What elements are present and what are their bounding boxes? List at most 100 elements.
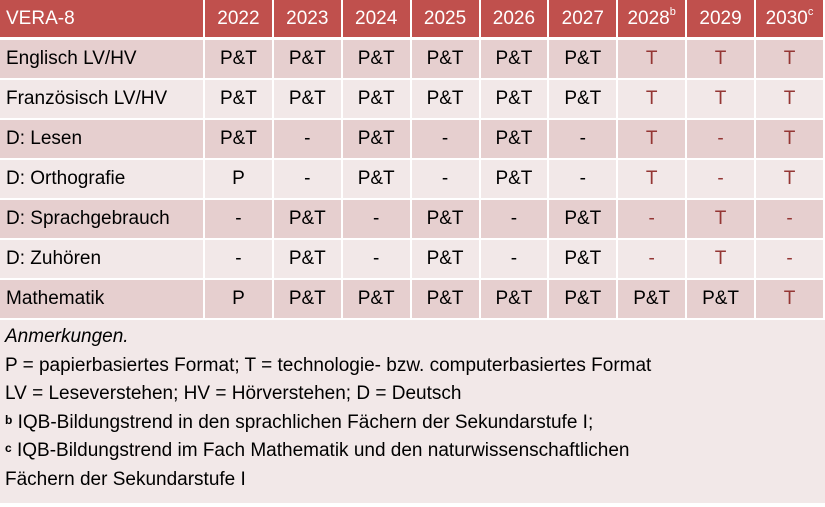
table-cell: P&T xyxy=(411,80,481,120)
table-cell: P&T xyxy=(342,280,412,320)
table-cell: P&T xyxy=(273,280,343,320)
table-row: Französisch LV/HV P&T P&T P&T P&T P&T P&T T T T xyxy=(0,80,825,120)
table-cell: P&T xyxy=(342,120,412,160)
table-cell: P xyxy=(205,160,274,200)
year-label: 2024 xyxy=(355,7,398,29)
year-label: 2027 xyxy=(561,7,604,29)
table-cell: - xyxy=(480,200,550,240)
table-cell: - xyxy=(480,240,550,280)
year-label: 2022 xyxy=(217,7,260,29)
table-cell: T xyxy=(756,80,825,120)
year-header-2023: 2023 xyxy=(273,0,343,40)
table-cell: - xyxy=(618,200,688,240)
year-header-2024: 2024 xyxy=(342,0,412,40)
table-cell: P&T xyxy=(549,200,619,240)
table-cell: P&T xyxy=(411,240,481,280)
row-label: D: Lesen xyxy=(0,120,205,160)
footnote-marker: c xyxy=(807,5,814,18)
table-cell: P&T xyxy=(205,40,274,80)
table-cell: - xyxy=(273,160,343,200)
notes-footnote-c: c IQB-Bildungstrend im Fach Mathematik u… xyxy=(5,437,820,466)
table-cell: T xyxy=(618,40,688,80)
table-cell: P&T xyxy=(549,240,619,280)
row-label: Französisch LV/HV xyxy=(0,80,205,120)
year-header-2030: 2030c xyxy=(756,0,825,40)
row-label: D: Zuhören xyxy=(0,240,205,280)
table-cell: - xyxy=(411,160,481,200)
table-cell: T xyxy=(756,280,825,320)
table-row: D: Zuhören - P&T - P&T - P&T - T - xyxy=(0,240,825,280)
table-cell: T xyxy=(687,200,756,240)
table-cell: P xyxy=(205,280,274,320)
table-cell: P&T xyxy=(480,160,550,200)
year-header-2025: 2025 xyxy=(411,0,481,40)
table-cell: P&T xyxy=(687,280,756,320)
table-row: Englisch LV/HV P&T P&T P&T P&T P&T P&T T T T xyxy=(0,40,825,80)
table-cell: T xyxy=(687,240,756,280)
table-cell: P&T xyxy=(273,200,343,240)
table-cell: T xyxy=(618,160,688,200)
table-cell: T xyxy=(756,120,825,160)
table-cell: - xyxy=(342,200,412,240)
notes-line-abbrev: LV = Leseverstehen; HV = Hörverstehen; D… xyxy=(5,383,462,404)
notes-footnote-b: b IQB-Bildungstrend in den sprachlichen … xyxy=(5,409,820,438)
table-cell: P&T xyxy=(411,40,481,80)
year-label: 2025 xyxy=(423,7,467,29)
vera8-schedule-table: VERA-8 2022 2023 2024 2025 2026 2027 2028b 2029… xyxy=(0,0,825,320)
year-header-2026: 2026 xyxy=(480,0,550,40)
table-cell: P&T xyxy=(480,40,550,80)
year-header-2029: 2029 xyxy=(687,0,756,40)
table-cell: P&T xyxy=(273,240,343,280)
notes-footnote-c-cont: Fächern der Sekundarstufe I xyxy=(5,468,246,490)
year-label: 2028 xyxy=(627,7,670,29)
table-row: Mathematik P P&T P&T P&T P&T P&T P&T P&T T xyxy=(0,280,825,320)
table-cell: - xyxy=(273,120,343,160)
footnote-c-text: IQB-Bildungstrend im Fach Mathematik und… xyxy=(11,440,630,461)
table-cell: P&T xyxy=(205,80,274,120)
row-label: D: Orthografie xyxy=(0,160,205,200)
footnote-mark-c: c xyxy=(5,441,12,455)
table-cell: - xyxy=(549,160,619,200)
table-cell: - xyxy=(342,240,412,280)
table-cell: P&T xyxy=(480,280,550,320)
notes-title: Anmerkungen. xyxy=(5,326,129,347)
table-cell: - xyxy=(687,160,756,200)
year-label: 2030 xyxy=(765,7,808,29)
table-cell: P&T xyxy=(549,40,619,80)
table-cell: P&T xyxy=(618,280,688,320)
table-row: D: Orthografie P - P&T - P&T - T - T xyxy=(0,160,825,200)
notes-section: Anmerkungen. P = papierbasiertes Format;… xyxy=(0,320,825,503)
table-cell: T xyxy=(687,40,756,80)
table-cell: T xyxy=(756,160,825,200)
table-cell: P&T xyxy=(342,160,412,200)
table-cell: - xyxy=(411,120,481,160)
year-label: 2029 xyxy=(699,7,742,29)
notes-line-format: P = papierbasiertes Format; T = technolo… xyxy=(5,354,652,376)
table-cell: T xyxy=(618,120,688,160)
row-label: Englisch LV/HV xyxy=(0,40,205,80)
table-cell: - xyxy=(205,240,274,280)
footnote-marker: b xyxy=(669,5,676,18)
table-cell: - xyxy=(756,240,825,280)
table-cell: P&T xyxy=(549,80,619,120)
table-cell: P&T xyxy=(480,80,550,120)
table-cell: - xyxy=(549,120,619,160)
table-row: D: Sprachgebrauch - P&T - P&T - P&T - T - xyxy=(0,200,825,240)
table-cell: P&T xyxy=(411,280,481,320)
table-cell: - xyxy=(687,120,756,160)
row-label: Mathematik xyxy=(0,280,205,320)
table-cell: - xyxy=(205,200,274,240)
table-cell: P&T xyxy=(342,40,412,80)
table-cell: P&T xyxy=(411,200,481,240)
footnote-mark-b: b xyxy=(5,412,13,427)
table-cell: P&T xyxy=(205,120,274,160)
table-cell: P&T xyxy=(480,120,550,160)
year-header-2028: 2028b xyxy=(618,0,688,40)
year-header-2022: 2022 xyxy=(205,0,274,40)
corner-header: VERA-8 xyxy=(0,0,205,40)
table-cell: - xyxy=(756,200,825,240)
table-cell: T xyxy=(618,80,688,120)
table-cell: T xyxy=(687,80,756,120)
table-cell: P&T xyxy=(273,40,343,80)
table-cell: P&T xyxy=(549,280,619,320)
